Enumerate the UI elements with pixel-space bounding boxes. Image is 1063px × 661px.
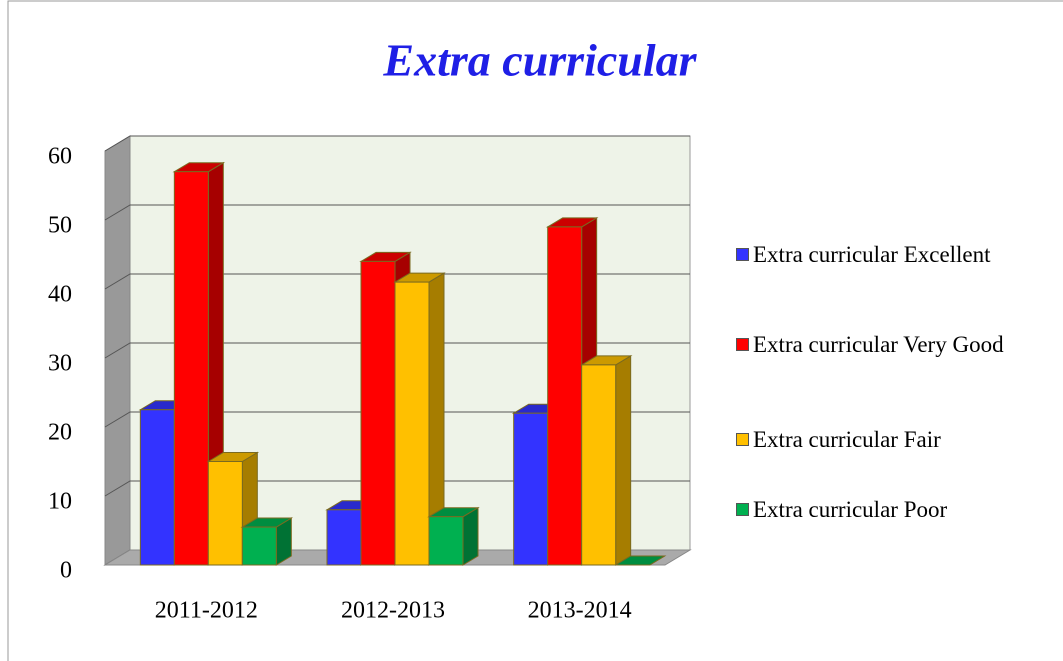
bar-side [462,506,479,566]
bar [581,364,617,566]
grid-line [104,135,690,152]
y-tick-label: 50 [48,213,72,239]
bar [547,226,583,566]
bar [513,412,549,566]
bar [326,509,362,566]
y-tick-label: 10 [48,489,72,515]
bar [173,171,209,566]
grid-line [104,411,690,428]
legend-entry: Extra curricular Poor [736,495,1061,524]
legend-label: Extra curricular Excellent [753,242,991,267]
x-tick-label: 2013-2014 [528,598,632,624]
bar [207,461,243,566]
bar [360,260,396,566]
legend-label: Extra curricular Fair [753,427,941,452]
bar [394,281,430,566]
grid-line [104,480,690,497]
bar [241,526,277,566]
y-tick-label: 0 [60,558,72,584]
y-tick-label: 20 [48,420,72,446]
bar [428,516,464,566]
x-tick-label: 2011-2012 [155,598,258,624]
grid-line [104,273,690,290]
bar [139,409,175,566]
legend-entry: Extra curricular Excellent [736,240,1061,269]
grid-line [104,342,690,359]
y-tick-label: 30 [48,351,72,377]
frame [7,0,1063,661]
y-tick-label: 60 [48,144,72,170]
bar-top [613,555,667,566]
legend-swatch [736,503,749,516]
grid-line [104,204,690,221]
legend-swatch [736,338,749,351]
legend-swatch [736,248,749,261]
y-tick-label: 40 [48,282,72,308]
legend-label: Extra curricular Poor [753,497,948,522]
legend-label: Extra curricular Very Good [753,332,1004,357]
bar-side [615,355,632,566]
x-tick-label: 2012-2013 [341,598,445,624]
legend-swatch [736,433,749,446]
chart-title: Extra curricular [382,35,697,86]
legend-entry: Extra curricular Fair [736,425,1061,454]
legend-entry: Extra curricular Very Good [736,330,1061,359]
